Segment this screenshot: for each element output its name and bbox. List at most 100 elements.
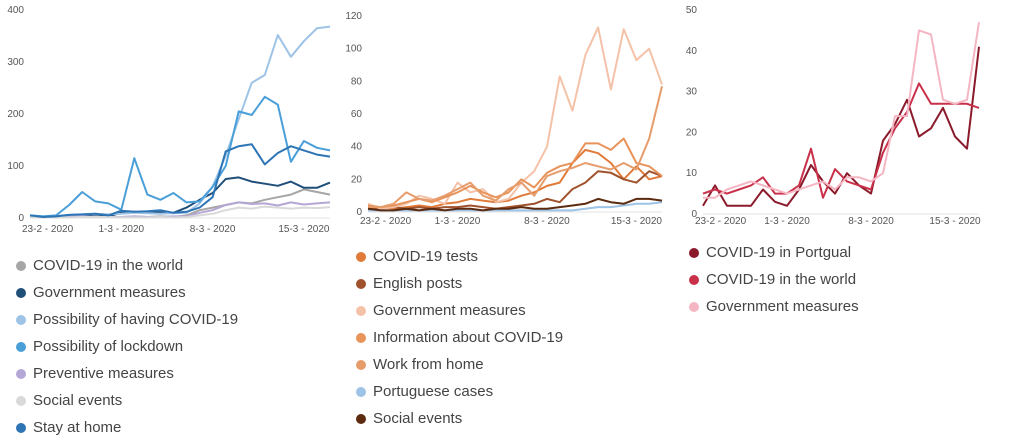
y-tick-label: 30 (686, 87, 698, 98)
legend-item: Possibility of lockdown (16, 333, 238, 360)
legend-label: Social events (373, 410, 463, 427)
series-line-2 (702, 82, 980, 199)
legend-item: Possibility of having COVID-19 (16, 306, 238, 333)
chart-panel-3: 0 10 20 30 40 50 23-2 - 2020 1-3 - 2020 8-3 - 20… (675, 0, 1013, 315)
legend-item: COVID-19 tests (356, 243, 563, 270)
y-tick-label: 10 (686, 168, 698, 179)
x-tick-label: 23-2 - 2020 (22, 224, 74, 235)
legend-label: Preventive measures (33, 365, 174, 382)
x-tick-label: 23-2 - 2020 (360, 216, 412, 227)
y-tick-label: 300 (7, 57, 24, 68)
line-chart-2: 0 20 40 60 80 100 120 23-2 - 2020 1-3 - 2020 8-3 … (345, 11, 663, 227)
x-tick-label: 8-3 - 2020 (190, 224, 236, 235)
x-tick-label: 8-3 - 2020 (524, 216, 570, 227)
legend-label: Government measures (706, 298, 859, 315)
y-tick-label: 20 (351, 174, 363, 185)
legend-label: English posts (373, 275, 463, 292)
y-tick-label: 400 (7, 5, 24, 16)
legend-2: COVID-19 tests English posts Government me… (356, 243, 563, 432)
legend-label: COVID-19 in the world (706, 271, 857, 288)
legend-item: Government measures (689, 293, 859, 320)
legend-marker-icon (689, 301, 699, 312)
series-line-3 (703, 22, 980, 199)
legend-marker-icon (356, 413, 366, 424)
legend-item: Social events (16, 387, 238, 414)
legend-label: Social events (33, 392, 123, 409)
legend-item: Preventive measures (16, 360, 238, 387)
series-line-7 (367, 197, 663, 212)
y-tick-label: 0 (691, 209, 697, 220)
legend-label: Government measures (373, 302, 526, 319)
y-tick-label: 120 (345, 11, 362, 22)
legend-marker-icon (16, 422, 26, 433)
legend-label: COVID-19 in Portgual (706, 244, 852, 261)
legend-item: English posts (356, 270, 563, 297)
legend-marker-icon (16, 314, 26, 325)
legend-marker-icon (16, 368, 26, 379)
legend-item: Government measures (16, 279, 238, 306)
legend-label: Possibility of having COVID-19 (33, 311, 239, 328)
legend-label: Portuguese cases (373, 383, 494, 400)
y-tick-label: 50 (686, 5, 698, 16)
legend-item: Work from home (356, 351, 563, 378)
legend-label: Work from home (373, 356, 484, 373)
legend-marker-icon (356, 386, 366, 397)
legend-item: Stay at home (16, 414, 238, 441)
legend-marker-icon (356, 251, 366, 262)
legend-item: Portuguese cases (356, 378, 563, 405)
legend-1: COVID-19 in the world Government measures… (16, 252, 238, 441)
legend-label: Information about COVID-19 (373, 329, 564, 346)
series-line-7 (29, 143, 331, 218)
y-tick-label: 0 (356, 207, 362, 218)
line-chart-1: 0 100 200 300 400 23-2 - 2020 1-3 - 2020 8-3 - … (7, 5, 331, 235)
legend-marker-icon (356, 278, 366, 289)
legend-item: COVID-19 in Portgual (689, 239, 859, 266)
y-tick-label: 100 (345, 44, 362, 55)
chart-panel-1: 0 100 200 300 400 23-2 - 2020 1-3 - 2020 8-3 - … (0, 0, 335, 436)
legend-marker-icon (16, 341, 26, 352)
legend-item: Information about COVID-19 (356, 324, 563, 351)
legend-label: COVID-19 in the world (33, 257, 184, 274)
legend-marker-icon (16, 287, 26, 298)
legend-marker-icon (356, 332, 366, 343)
legend-marker-icon (356, 305, 366, 316)
y-tick-label: 40 (686, 46, 698, 57)
series-line-6 (30, 205, 331, 219)
legend-item: Government measures (356, 297, 563, 324)
legend-label: Government measures (33, 284, 186, 301)
x-tick-label: 8-3 - 2020 (848, 216, 894, 227)
y-tick-label: 100 (7, 161, 24, 172)
legend-label: Stay at home (33, 419, 122, 436)
x-tick-label: 15-3 - 2020 (929, 216, 981, 227)
x-tick-label: 1-3 - 2020 (99, 224, 145, 235)
legend-item: COVID-19 in the world (16, 252, 238, 279)
x-tick-label: 1-3 - 2020 (435, 216, 481, 227)
chart-panel-2: 0 20 40 60 80 100 120 23-2 - 2020 1-3 - 2020 8-3 … (340, 0, 670, 427)
series-line-1 (367, 148, 663, 210)
legend-item: Social events (356, 405, 563, 432)
y-tick-label: 80 (351, 76, 363, 87)
series-line-3 (29, 25, 331, 218)
x-tick-label: 1-3 - 2020 (764, 216, 810, 227)
series-line-2 (368, 170, 663, 210)
legend-marker-icon (16, 260, 26, 271)
y-tick-label: 20 (686, 127, 698, 138)
legend-item: COVID-19 in the world (689, 266, 859, 293)
y-tick-label: 0 (18, 213, 24, 224)
legend-marker-icon (689, 247, 699, 258)
legend-marker-icon (689, 274, 699, 285)
line-chart-3: 0 10 20 30 40 50 23-2 - 2020 1-3 - 2020 8-3 - 20… (686, 5, 981, 227)
legend-3: COVID-19 in Portgual COVID-19 in the worl… (689, 239, 859, 320)
series-line-5 (368, 85, 663, 209)
legend-label: COVID-19 tests (373, 248, 479, 265)
y-tick-label: 60 (351, 109, 363, 120)
legend-marker-icon (16, 395, 26, 406)
series-line-3 (367, 26, 663, 210)
series-line-4 (29, 95, 331, 218)
x-tick-label: 15-3 - 2020 (278, 224, 330, 235)
legend-marker-icon (356, 359, 366, 370)
x-tick-label: 15-3 - 2020 (611, 216, 663, 227)
legend-label: Possibility of lockdown (33, 338, 184, 355)
x-tick-label: 23-2 - 2020 (695, 216, 747, 227)
y-tick-label: 40 (351, 142, 363, 153)
